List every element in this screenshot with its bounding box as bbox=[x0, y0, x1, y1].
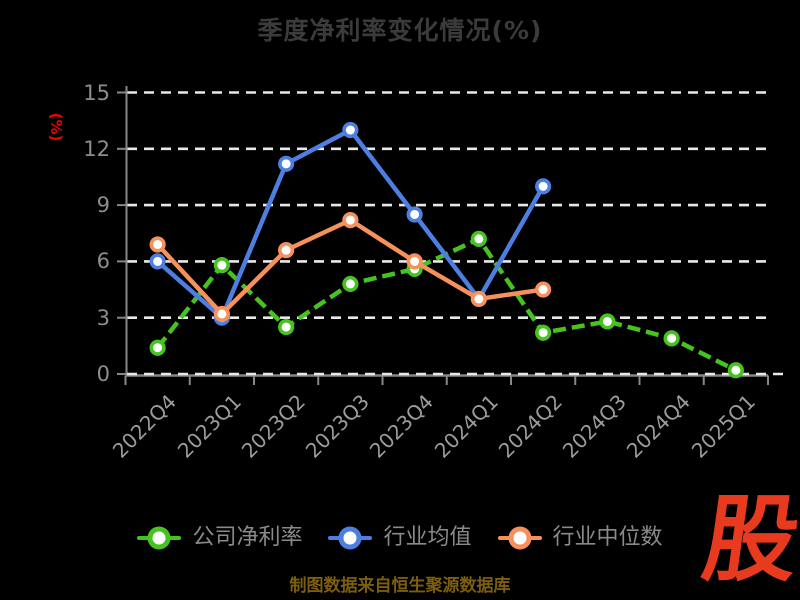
stock-site-logo: 股 bbox=[696, 486, 800, 595]
data-point-company-net-margin[interactable] bbox=[599, 313, 616, 330]
data-point-company-net-margin[interactable] bbox=[149, 339, 166, 356]
legend-dot-icon bbox=[508, 526, 531, 550]
data-point-industry-average[interactable] bbox=[278, 155, 295, 172]
y-tick-label-3: 3 bbox=[96, 305, 110, 330]
legend-item-industry-average[interactable]: 行业均值 bbox=[328, 525, 472, 550]
data-point-industry-median[interactable] bbox=[342, 212, 359, 229]
legend-marker-industry-average bbox=[328, 526, 373, 550]
data-source-note: 制图数据来自恒生聚源数据库 bbox=[289, 576, 511, 596]
legend: 公司净利率 行业均值 行业中位数 bbox=[0, 521, 800, 555]
y-tick-label-9: 9 bbox=[96, 193, 110, 218]
legend-label-industry-average: 行业均值 bbox=[383, 525, 472, 550]
data-point-company-net-margin[interactable] bbox=[535, 324, 552, 341]
data-point-company-net-margin[interactable] bbox=[663, 330, 680, 347]
y-tick-label-6: 6 bbox=[96, 249, 110, 274]
legend-label-industry-median: 行业中位数 bbox=[552, 525, 663, 550]
legend-dot-icon bbox=[338, 526, 362, 550]
data-point-industry-median[interactable] bbox=[470, 290, 487, 308]
legend-dot-icon bbox=[147, 526, 171, 550]
legend-label-company-net-margin: 公司净利率 bbox=[192, 525, 303, 550]
data-point-industry-average[interactable] bbox=[406, 206, 423, 223]
data-point-industry-average[interactable] bbox=[535, 178, 552, 195]
data-point-industry-median[interactable] bbox=[213, 305, 230, 323]
legend-item-company-net-margin[interactable]: 公司净利率 bbox=[137, 526, 302, 550]
data-point-company-net-margin[interactable] bbox=[278, 318, 295, 336]
legend-item-industry-median[interactable]: 行业中位数 bbox=[497, 525, 663, 550]
y-tick-label-15: 15 bbox=[83, 80, 110, 105]
data-point-company-net-margin[interactable] bbox=[727, 362, 744, 379]
data-point-industry-median[interactable] bbox=[278, 242, 295, 259]
data-point-industry-average[interactable] bbox=[342, 121, 359, 139]
y-tick-label-12: 12 bbox=[83, 136, 110, 161]
data-point-company-net-margin[interactable] bbox=[213, 257, 230, 274]
y-tick-label-0: 0 bbox=[96, 362, 110, 386]
chart-title: 季度净利率变化情况(%) bbox=[257, 16, 543, 45]
data-point-company-net-margin[interactable] bbox=[470, 230, 487, 247]
legend-marker-company-net-margin bbox=[137, 526, 182, 550]
data-point-industry-median[interactable] bbox=[406, 253, 423, 270]
data-point-industry-average[interactable] bbox=[149, 253, 166, 270]
legend-marker-industry-median bbox=[497, 526, 542, 550]
data-point-industry-median[interactable] bbox=[149, 236, 166, 253]
data-point-company-net-margin[interactable] bbox=[342, 275, 359, 293]
data-point-industry-median[interactable] bbox=[535, 281, 552, 298]
